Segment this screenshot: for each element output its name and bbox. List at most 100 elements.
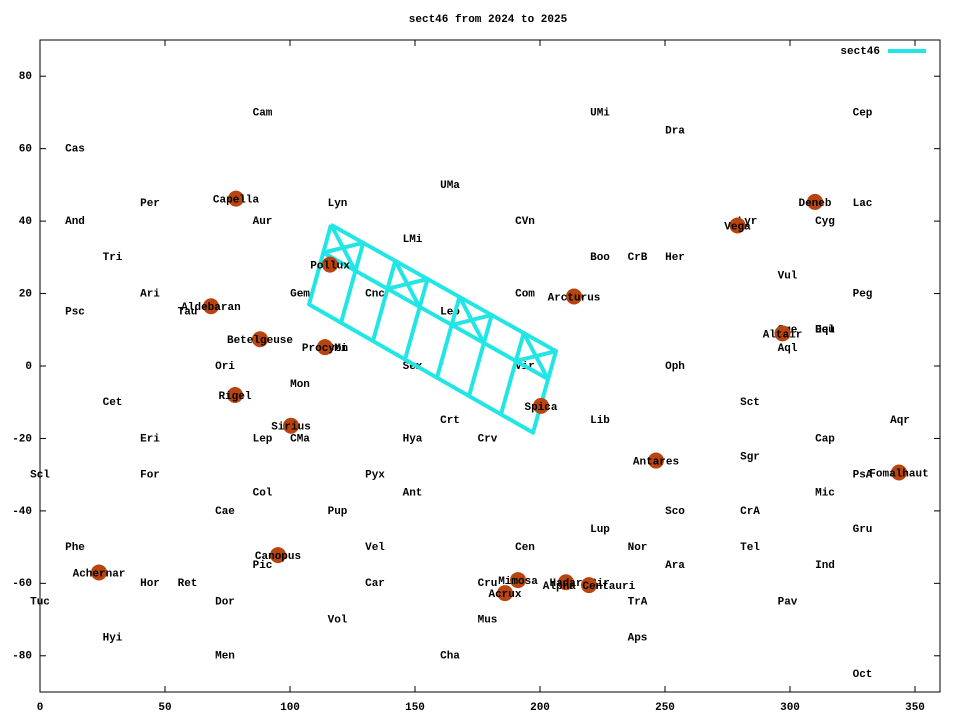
constellation-label: Aql: [778, 343, 798, 355]
series-line: [307, 222, 558, 435]
constellation-label: Hyi: [103, 633, 123, 645]
star-label: Hadar: [549, 578, 582, 590]
constellation-label: CMa: [290, 433, 310, 445]
x-tick-label: 150: [405, 702, 425, 714]
constellation-label: Ari: [140, 288, 160, 300]
star-marker: [581, 577, 597, 594]
x-tick-label: 200: [530, 702, 550, 714]
constellation-label: Pyx: [365, 470, 385, 482]
constellation-label: CrB: [628, 252, 648, 264]
constellation-label: Psc: [65, 307, 85, 319]
y-tick-label: -40: [12, 506, 32, 518]
constellation-label: Equ: [815, 325, 835, 337]
constellation-label: CVn: [515, 216, 535, 228]
constellation-label: Boo: [590, 252, 610, 264]
constellation-label: Eri: [140, 433, 160, 445]
constellation-label: Dra: [665, 125, 685, 137]
constellation-label: PsA: [853, 470, 873, 482]
constellation-label: Gem: [290, 288, 310, 300]
constellation-label: For: [140, 470, 160, 482]
constellation-label: Men: [215, 651, 235, 663]
star-marker: [729, 217, 746, 234]
star-marker: [228, 190, 244, 207]
constellation-label: Cep: [853, 107, 873, 119]
constellation-label: Pav: [778, 596, 798, 608]
legend-label: sect46: [840, 46, 880, 58]
constellation-label: Scl: [30, 470, 50, 482]
constellation-label: Pup: [328, 506, 348, 518]
star-marker: [317, 339, 333, 356]
y-tick-label: 20: [19, 288, 32, 300]
x-tick-label: 300: [780, 702, 800, 714]
constellation-label: Phe: [65, 542, 85, 554]
star-marker: [497, 585, 513, 602]
constellation-label: And: [65, 216, 85, 228]
constellation-label: Cha: [440, 651, 460, 663]
star-label: Rigel: [218, 391, 251, 403]
constellation-label: Ant: [403, 488, 423, 500]
constellation-label: Crt: [440, 415, 460, 427]
constellation-label: Oph: [665, 361, 685, 373]
constellation-label: Cen: [515, 542, 535, 554]
constellation-label: Hor: [140, 578, 160, 590]
x-tick-label: 100: [280, 702, 300, 714]
constellation-label: Pic: [253, 560, 273, 572]
constellation-label: Car: [365, 578, 385, 590]
constellation-label: Cet: [103, 397, 123, 409]
star-marker: [566, 288, 582, 305]
y-tick-label: 0: [25, 361, 32, 373]
constellation-label: Tel: [740, 542, 760, 554]
constellation-label: Tau: [178, 307, 198, 319]
star-label: Antares: [633, 456, 679, 468]
star-label: Achernar: [73, 568, 126, 580]
chart-title: sect46 from 2024 to 2025: [409, 14, 568, 26]
constellation-label: Col: [253, 488, 273, 500]
constellation-label: Lac: [853, 198, 873, 210]
star-label: Pollux: [310, 260, 350, 272]
y-tick-label: 40: [19, 216, 32, 228]
constellation-label: Vel: [365, 542, 385, 554]
constellation-label: CrA: [740, 506, 760, 518]
constellation-label: Ara: [665, 560, 685, 572]
constellation-label: Cnc: [365, 288, 385, 300]
x-tick-label: 50: [158, 702, 171, 714]
constellation-label: Sex: [403, 361, 423, 373]
constellation-label: Hya: [403, 433, 423, 445]
constellation-label: Tri: [103, 252, 123, 264]
y-tick-label: 60: [19, 144, 32, 156]
star-marker: [270, 547, 286, 564]
constellation-label: Tuc: [30, 596, 50, 608]
star-marker: [558, 574, 574, 591]
constellation-label: TrA: [628, 596, 648, 608]
constellation-label: Dor: [215, 596, 235, 608]
star-marker: [891, 464, 907, 481]
constellation-label: Sco: [665, 506, 685, 518]
star-marker: [510, 572, 526, 589]
constellation-label: Cru: [478, 578, 498, 590]
constellation-label: Mus: [478, 614, 498, 626]
star-label: Alpha Centauri: [543, 581, 636, 593]
star-label: Betelgeuse: [227, 335, 293, 347]
x-tick-label: 250: [655, 702, 675, 714]
star-label: Deneb: [798, 198, 831, 210]
constellation-label: Vol: [328, 614, 348, 626]
star-marker: [252, 331, 268, 348]
constellation-label: Cae: [215, 506, 235, 518]
star-marker: [322, 256, 338, 273]
star-marker: [227, 386, 243, 403]
constellation-label: Lep: [253, 433, 273, 445]
star-label: Spica: [524, 402, 557, 414]
star-label: Vega: [724, 221, 751, 233]
constellation-label: Cam: [253, 107, 273, 119]
star-label: Mimosa: [498, 576, 538, 588]
y-tick-label: 80: [19, 71, 32, 83]
x-tick-label: 0: [37, 702, 44, 714]
y-tick-label: -80: [12, 651, 32, 663]
star-marker: [283, 417, 299, 434]
constellation-label: Lup: [590, 524, 610, 536]
constellation-label: Her: [665, 252, 685, 264]
constellation-label: Vul: [778, 270, 798, 282]
constellation-label: Per: [140, 198, 160, 210]
star-label: Fomalhaut: [869, 468, 928, 480]
